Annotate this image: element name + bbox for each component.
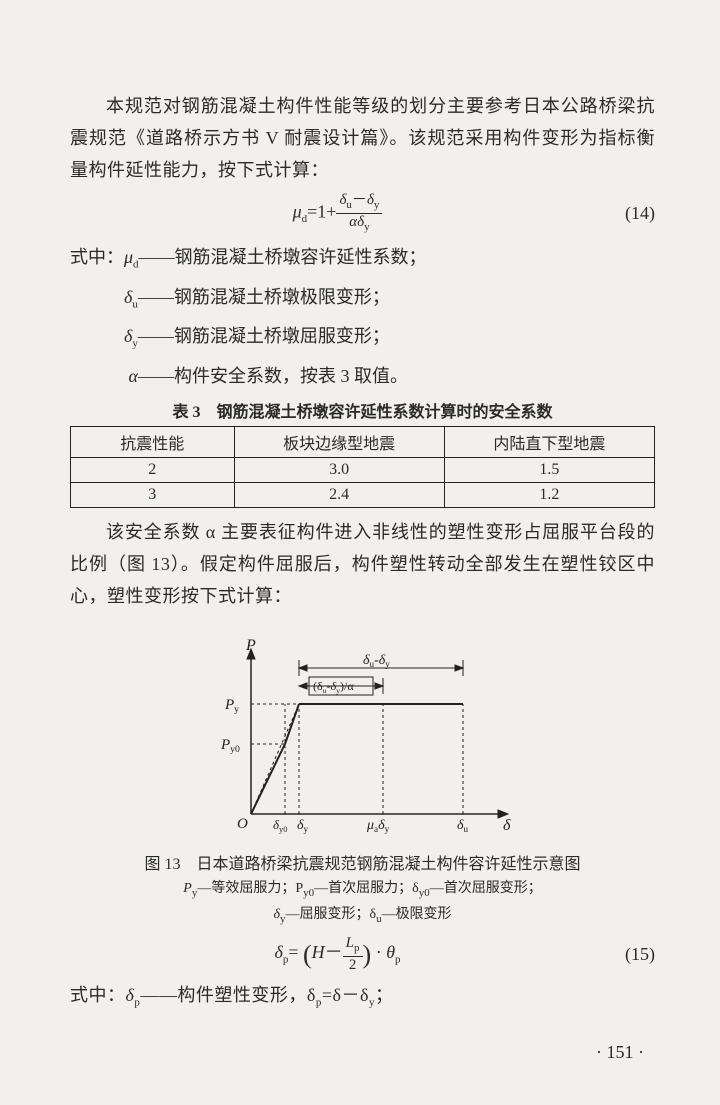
def2-text: 钢筋混凝土桥墩屈服变形； [174, 326, 390, 346]
td: 3 [71, 482, 235, 507]
td: 2.4 [234, 482, 444, 507]
td: 1.5 [444, 457, 654, 482]
def15-head: 式中： [70, 985, 126, 1005]
table3-title: 表 3 钢筋混凝土桥墩容许延性系数计算时的安全系数 [70, 398, 655, 422]
f13s2c: —屈服变形；δ [285, 907, 376, 922]
f13s1e: —首次屈服力；δ [314, 881, 419, 896]
eq15-eq: = [288, 943, 298, 963]
table3: 抗震性能 板块边缘型地震 内陆直下型地震 2 3.0 1.5 3 2.4 1.2 [70, 426, 655, 508]
def3-sym: α [129, 366, 138, 386]
eq14-den: αδ [349, 214, 364, 230]
paragraph-1: 本规范对钢筋混凝土构件性能等级的划分主要参考日本公路桥梁抗震规范《道路桥示方书 … [70, 90, 655, 186]
equation-15: δp= (H－Lp2) · θp (15) [70, 935, 655, 973]
eq15-ths: p [395, 954, 401, 966]
eq15-H: H [312, 943, 325, 963]
def3-text: 构件安全系数，按表 3 取值。 [174, 366, 408, 386]
f13s1f: y0 [419, 887, 430, 899]
svg-text:δ: δ [503, 817, 511, 834]
th2: 内陆直下型地震 [444, 426, 654, 457]
eq15-lhs: δ [274, 943, 282, 963]
eq14-n2s: y [374, 199, 380, 211]
eq15-pl: ( [303, 941, 312, 970]
eq14-number: (14) [605, 203, 655, 224]
svg-text:μaδy: μaδy [366, 818, 390, 834]
eq14-num2: δ [367, 192, 374, 208]
f13s1d: y0 [303, 887, 314, 899]
eq15-fd: 2 [343, 957, 363, 973]
def15-text: 构件塑性变形，δ [177, 985, 315, 1005]
eq14-eq: =1+ [307, 202, 336, 222]
eq14-minus: － [352, 192, 367, 208]
def0-text: 钢筋混凝土桥墩容许延性系数； [175, 247, 427, 267]
svg-text:(δu-δy)/α: (δu-δy)/α [313, 679, 354, 695]
figure-13-subcaption-2: δy—屈服变形；δu—极限变形 [70, 904, 655, 930]
paragraph-2: 该安全系数 α 主要表征构件进入非线性的塑性变形占屈服平台段的比例（图 13）。… [70, 516, 655, 612]
defs-head: 式中： [70, 241, 124, 281]
f13s2e: —极限变形 [382, 907, 452, 922]
eq15-th: θ [386, 943, 395, 963]
def1-dash: —— [138, 287, 174, 307]
f13s1a: P [183, 881, 192, 896]
svg-text:δy: δy [297, 818, 309, 834]
page-number: · 151 · [596, 1042, 644, 1063]
def15-dash: —— [140, 985, 177, 1005]
def2-dash: —— [138, 326, 174, 346]
eq15-frac: Lp 2 [343, 935, 363, 973]
th0: 抗震性能 [71, 426, 235, 457]
definition-15: 式中：δp——构件塑性变形，δp=δ－δy； [70, 979, 655, 1019]
def0-dash: —— [139, 247, 175, 267]
eq15-dot: · [371, 943, 386, 963]
figure-13-subcaption-1: Py—等效屈服力；Py0—首次屈服力；δy0—首次屈服变形； [70, 878, 655, 904]
eq15-pr: ) [363, 941, 372, 970]
def0-sym: μ [124, 247, 133, 267]
table-row: 抗震性能 板块边缘型地震 内陆直下型地震 [71, 426, 655, 457]
figure-13-svg: Pδ O Py Py0 δy0 δy μaδy δu δu-δy (δu-δy)/α [203, 634, 523, 844]
eq15-number: (15) [605, 944, 655, 965]
def15-tail: ； [375, 985, 394, 1005]
figure-13: Pδ O Py Py0 δy0 δy μaδy δu δu-δy (δu-δy)/α [203, 634, 523, 844]
def3-dash: —— [138, 366, 174, 386]
f13s1g: —首次屈服变形； [430, 881, 542, 896]
def15-eq: =δ－δ [322, 985, 369, 1005]
figure-13-caption: 图 13 日本道路桥梁抗震规范钢筋混凝土构件容许延性示意图 [70, 852, 655, 878]
td: 2 [71, 457, 235, 482]
svg-text:δy0: δy0 [273, 817, 287, 834]
svg-text:O: O [237, 816, 248, 832]
eq15-minus: － [325, 943, 343, 963]
eq15-fn: L [346, 935, 354, 951]
svg-text:P: P [245, 637, 256, 654]
def1-text: 钢筋混凝土桥墩极限变形； [174, 287, 390, 307]
td: 1.2 [444, 482, 654, 507]
svg-text:δu-δy: δu-δy [363, 653, 390, 669]
svg-text:Py: Py [224, 697, 239, 715]
eq14-dens: y [364, 221, 370, 233]
eq14-lhs: μ [293, 202, 302, 222]
equation-14: μd=1+δu－δyαδy (14) [70, 192, 655, 235]
svg-text:Py0: Py0 [220, 737, 240, 755]
td: 3.0 [234, 457, 444, 482]
definition-list-14: 式中： μd——钢筋混凝土桥墩容许延性系数； 式中：δu——钢筋混凝土桥墩极限变… [70, 241, 655, 392]
th1: 板块边缘型地震 [234, 426, 444, 457]
f13s1c: —等效屈服力；P [197, 881, 303, 896]
table-row: 3 2.4 1.2 [71, 482, 655, 507]
svg-text:δu: δu [457, 818, 469, 834]
eq14-frac: δu－δyαδy [336, 192, 382, 235]
eq15-fns: p [354, 942, 360, 954]
table-row: 2 3.0 1.5 [71, 457, 655, 482]
